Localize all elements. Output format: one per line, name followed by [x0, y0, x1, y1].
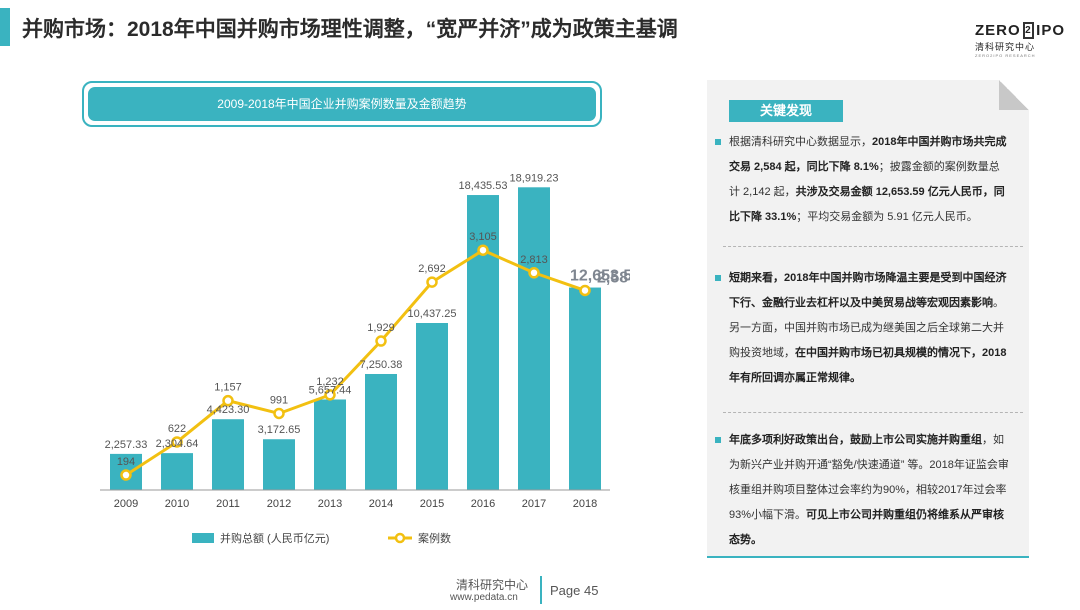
- line-value-label: 1,157: [214, 382, 242, 394]
- x-tick-label: 2016: [471, 498, 495, 510]
- key-findings-panel: 关键发现 根据清科研究中心数据显示，2018年中国并购市场共完成交易 2,584…: [707, 80, 1029, 558]
- bar-value-label: 3,172.65: [258, 424, 301, 436]
- line-value-label: 194: [117, 456, 135, 468]
- title-bar: 并购市场：2018年中国并购市场理性调整，“宽严并济”成为政策主基调: [0, 0, 1080, 56]
- line-value-label: 2,813: [520, 254, 548, 266]
- line-point-2012: [273, 407, 285, 420]
- line-value-label: 1,929: [367, 322, 395, 334]
- bar-2017: [518, 187, 550, 490]
- finding-3-text-a: 年底多项利好政策出台，鼓励上市公司实施并购重组: [729, 434, 982, 446]
- chart-banner: 2009-2018年中国企业并购案例数量及金额趋势: [82, 81, 602, 127]
- line-point-2011: [222, 394, 234, 407]
- footer-website-link[interactable]: www.pedata.cn: [450, 592, 518, 603]
- x-tick-label: 2013: [318, 498, 342, 510]
- legend-bar-label: 并购总额 (人民币亿元): [220, 531, 329, 545]
- finding-1: 根据清科研究中心数据显示，2018年中国并购市场共完成交易 2,584 起，同比…: [713, 130, 1009, 230]
- finding-1-text-c: ；披露金额的案例数量总计 2,142 起，: [729, 161, 1000, 198]
- logo-box: 2: [1022, 22, 1035, 39]
- x-tick-label: 2018: [573, 498, 597, 510]
- legend-line-label: 案例数: [418, 531, 451, 545]
- line-value-label: 2,692: [418, 263, 446, 275]
- line-value-label: 991: [270, 394, 288, 406]
- line-point-2018: [579, 284, 591, 297]
- logo-wordmark: ZERO 2 IPO: [975, 22, 1065, 39]
- bar-2014: [365, 373, 397, 490]
- finding-3: 年底多项利好政策出台，鼓励上市公司实施并购重组，如为新兴产业并购开通“豁免/快速…: [713, 428, 1009, 553]
- page-fold-corner: [999, 80, 1029, 110]
- finding-1-text-d: 共涉及交易金额 12,653.59 亿元人民币，同比下降 33.1%: [729, 186, 1005, 223]
- x-tick-labels: 2009 2010 2011 2012 2013 2014 2015 2016 2017 2018: [114, 498, 597, 510]
- findings-divider: [723, 246, 1023, 247]
- line-series: [120, 244, 591, 481]
- line-value-label: 622: [168, 423, 186, 435]
- bar-2012: [263, 439, 295, 490]
- page-number: Page 45: [550, 583, 599, 598]
- finding-3-text-b: ，如为新兴产业并购开通“豁免/快速通道” 等。2018年证监会审核重组并购项目整…: [729, 434, 1009, 521]
- finding-2-text-c: 在中国并购市场已初具规模的情况下，2018年有所回调亦属正常规律。: [729, 347, 1007, 384]
- line-point-2009: [120, 469, 132, 481]
- finding-1-text-e: ；平均交易金额为 5.91 亿元人民币。: [796, 211, 978, 223]
- line-point-2013: [324, 389, 336, 401]
- legend-bar-swatch: [192, 533, 214, 543]
- legend-line-marker: [394, 532, 406, 544]
- bar-value-label: 2,257.33: [105, 439, 148, 451]
- data-labels: 2,257.33 194 2,304.64 622 4,423.30 1,157 3,172…: [105, 172, 630, 468]
- finding-2-text-b: 。另一方面，中国并购市场已成为继美国之后全球第二大并购投资地域，: [729, 297, 1004, 359]
- bar-value-label: 5,657.44: [309, 384, 352, 396]
- bar-2011: [212, 419, 244, 490]
- case-count-line: [125, 248, 586, 477]
- findings-divider: [723, 412, 1023, 413]
- bar-value-label: 4,423.30: [207, 404, 250, 416]
- finding-1-text-b: 2018年中国并购市场共完成交易 2,584 起，同比下降 8.1%: [729, 136, 1007, 173]
- bar-series: [110, 187, 601, 490]
- bar-value-label: 10,437.25: [408, 308, 457, 320]
- finding-2-text-a: 短期来看，2018年中国并购市场降温主要是受到中国经济下行、金融行业去杠杆以及中…: [729, 272, 1007, 309]
- line-point-2017: [528, 267, 540, 279]
- x-tick-label: 2011: [216, 498, 240, 510]
- bar-value-label: 7,250.38: [360, 359, 403, 371]
- logo-tagline: ZERO2IPO RESEARCH: [975, 53, 1036, 58]
- line-point-2015: [426, 276, 438, 288]
- bar-2016: [467, 195, 499, 490]
- bar-value-label: 18,919.23: [510, 172, 559, 184]
- x-tick-label: 2014: [369, 498, 393, 510]
- footer: 清科研究中心 www.pedata.cn Page 45: [450, 576, 650, 606]
- bar-value-label: 12,653.59: [570, 268, 630, 285]
- logo-subtitle: 清科研究中心: [975, 42, 1036, 52]
- line-value-label: 3,105: [469, 231, 497, 243]
- bar-2010: [161, 453, 193, 490]
- line-point-2014: [375, 335, 387, 347]
- bar-2018: [569, 287, 601, 490]
- x-tick-label: 2017: [522, 498, 546, 510]
- line-value-label: 1,232: [316, 376, 344, 388]
- finding-3-text-c: 可见上市公司并购重组仍将维系从严审核态势。: [729, 509, 1005, 546]
- chart-banner-text: 2009-2018年中国企业并购案例数量及金额趋势: [88, 87, 596, 121]
- footer-organization: 清科研究中心: [456, 578, 529, 592]
- finding-1-text-a: 根据清科研究中心数据显示，: [729, 136, 872, 148]
- bar-value-label: 18,435.53: [459, 180, 508, 192]
- x-tick-label: 2010: [165, 498, 189, 510]
- page-title: 并购市场：2018年中国并购市场理性调整，“宽严并济”成为政策主基调: [22, 18, 678, 41]
- x-tick-label: 2009: [114, 498, 138, 510]
- chart-legend: 并购总额 (人民币亿元) 案例数: [192, 531, 451, 545]
- finding-2: 短期来看，2018年中国并购市场降温主要是受到中国经济下行、金融行业去杠杆以及中…: [713, 266, 1009, 391]
- bar-2013: [314, 399, 346, 490]
- line-value-label: 2,584: [597, 269, 630, 286]
- footer-separator: [540, 576, 542, 604]
- title-accent-bar: [0, 8, 10, 46]
- findings-bottom-rule: [707, 556, 1029, 558]
- logo-word-left: ZERO: [975, 22, 1021, 39]
- bar-value-label: 2,304.64: [156, 438, 199, 450]
- key-findings-heading: 关键发现: [729, 100, 843, 122]
- x-tick-label: 2015: [420, 498, 444, 510]
- combo-chart: 2,257.33 194 2,304.64 622 4,423.30 1,157 3,172…: [100, 172, 630, 545]
- bar-2015: [416, 323, 448, 490]
- logo-word-right: IPO: [1036, 22, 1065, 39]
- line-point-2010: [171, 436, 183, 448]
- line-point-2016: [477, 244, 489, 256]
- zero2ipo-logo: ZERO 2 IPO 清科研究中心 ZERO2IPO RESEARCH: [975, 22, 1065, 62]
- x-tick-label: 2012: [267, 498, 291, 510]
